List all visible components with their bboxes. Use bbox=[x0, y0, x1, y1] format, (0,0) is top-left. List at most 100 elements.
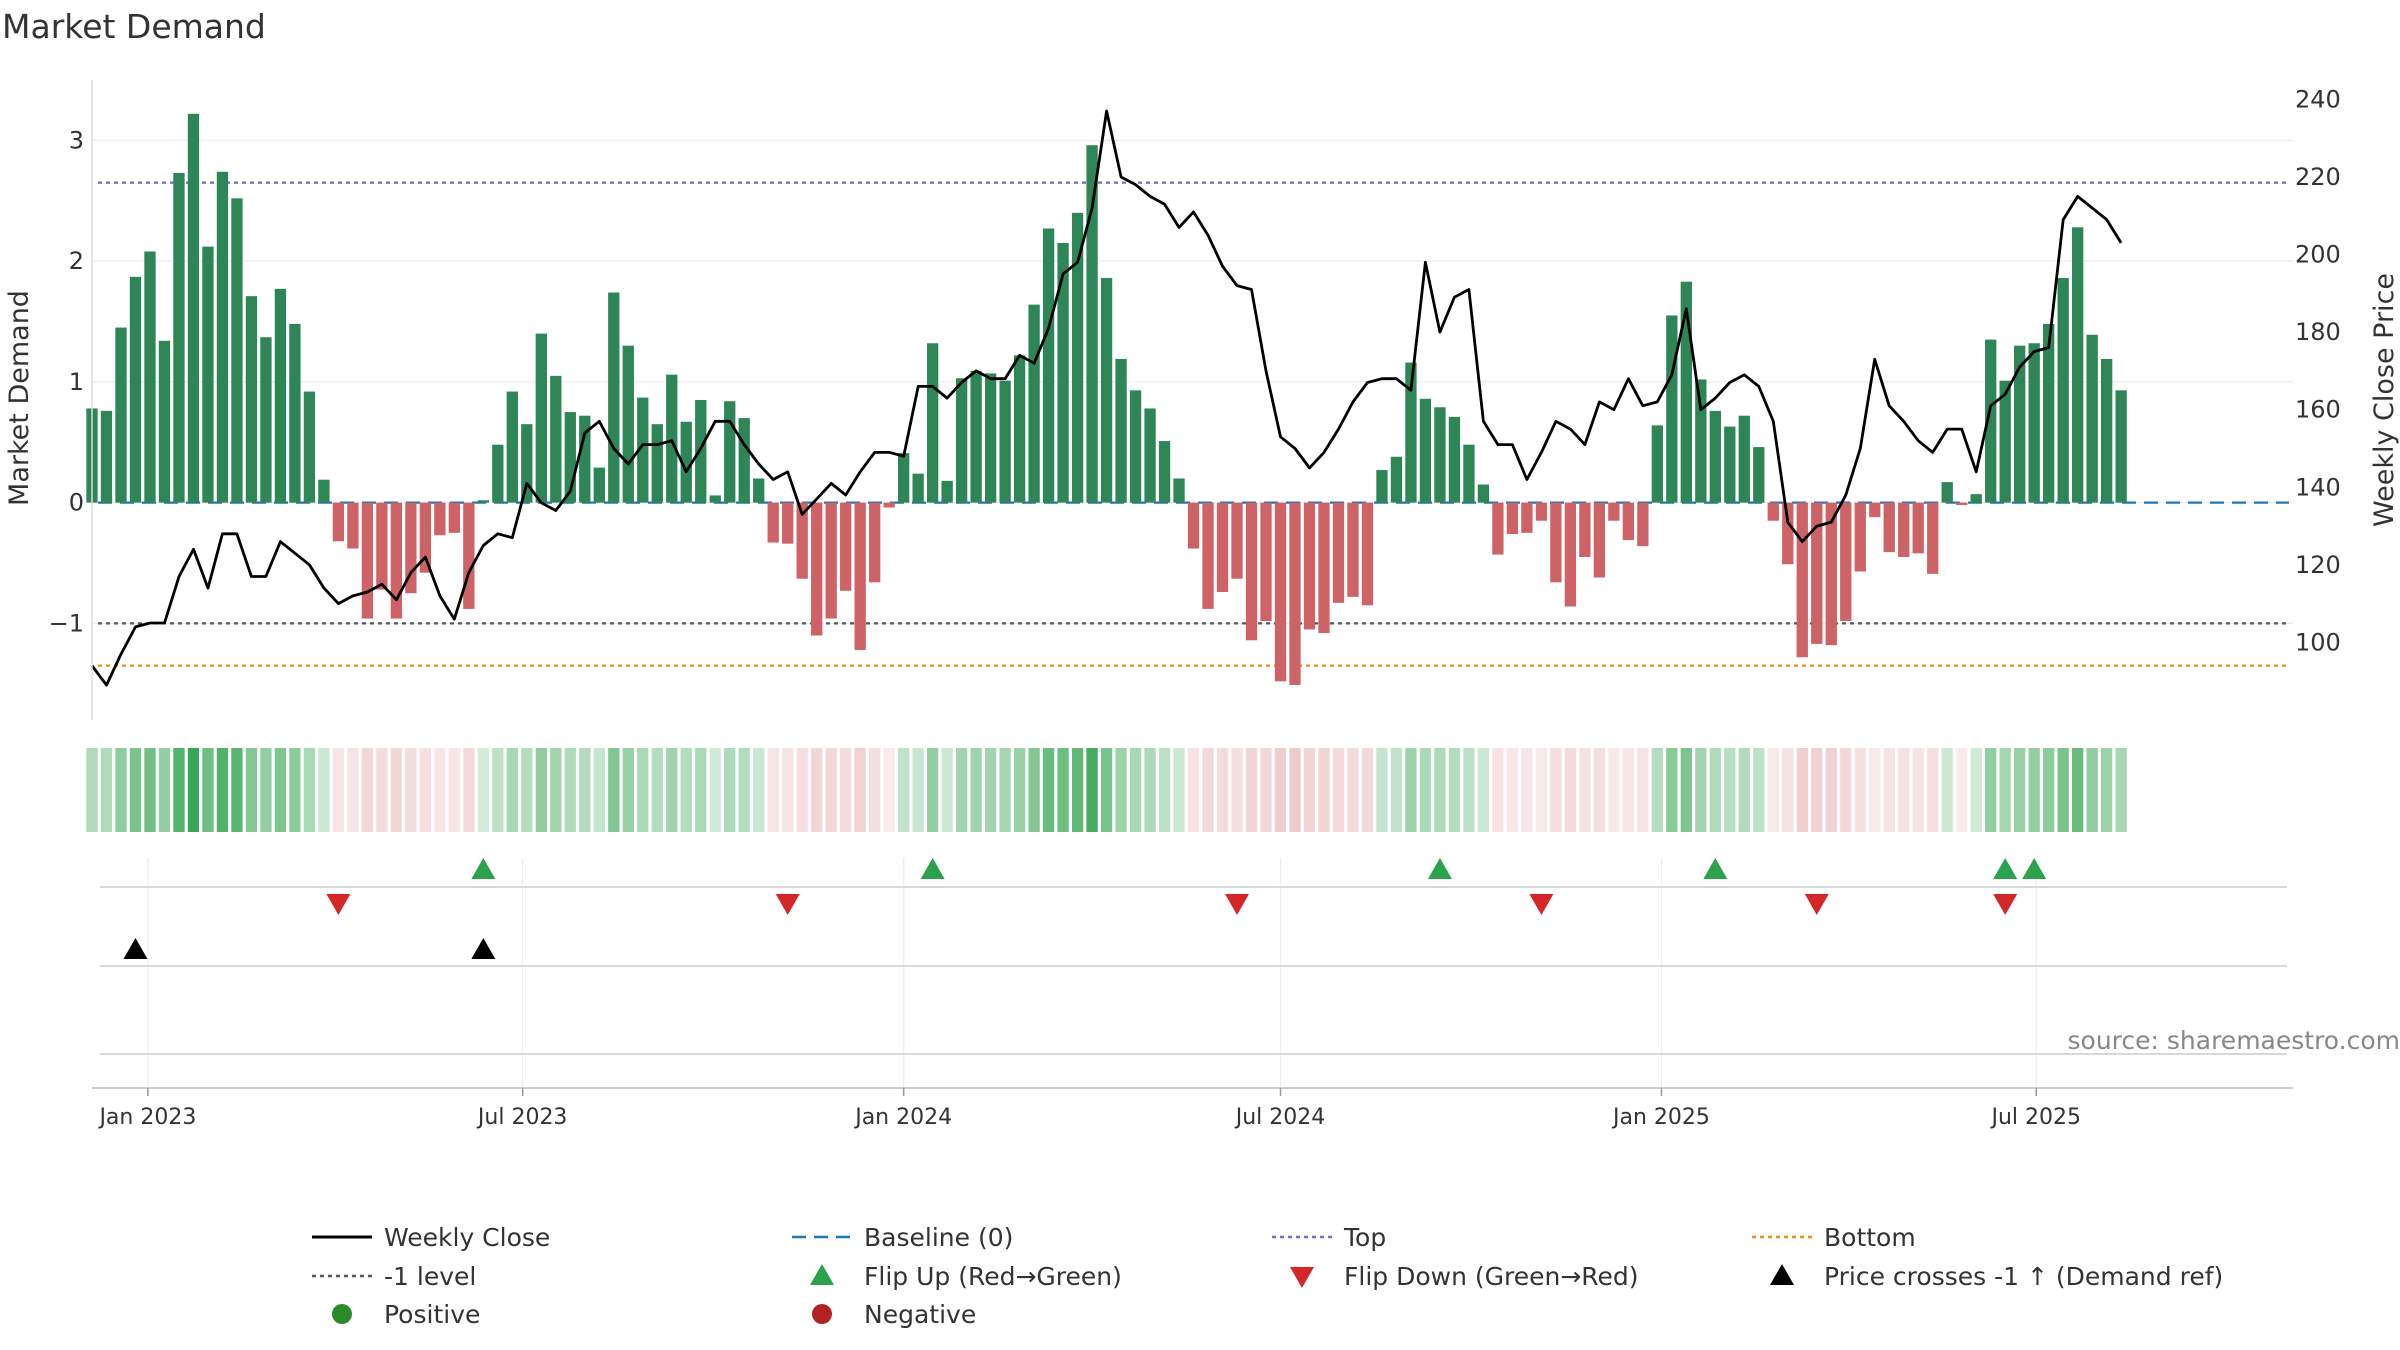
heat-cell bbox=[187, 748, 200, 832]
positive-bar bbox=[1999, 380, 2011, 503]
positive-bar bbox=[1013, 355, 1026, 503]
negative-bar bbox=[1898, 502, 1910, 557]
positive-bar bbox=[1390, 456, 1403, 503]
heat-cell bbox=[86, 748, 98, 832]
positive-bar bbox=[173, 172, 185, 503]
legend-label: Price crosses -1 ↑ (Demand ref) bbox=[1824, 1262, 2223, 1291]
x-tick-label: Jul 2023 bbox=[476, 1105, 568, 1130]
y-tick-label: 3 bbox=[69, 126, 84, 154]
heat-cell bbox=[1202, 748, 1214, 832]
heat-cell bbox=[1144, 748, 1156, 832]
y2-tick-label: 240 bbox=[2295, 85, 2341, 113]
positive-bar bbox=[1129, 390, 1142, 503]
negative-bar bbox=[448, 502, 460, 533]
negative-bar bbox=[1825, 502, 1837, 646]
flip-down-marker bbox=[1993, 894, 2018, 915]
positive-bar bbox=[1985, 339, 1997, 503]
negative-bar bbox=[361, 502, 374, 619]
negative-bar bbox=[1303, 502, 1316, 630]
positive-bar bbox=[1666, 315, 1678, 503]
legend-item: Flip Up (Red→Green) bbox=[810, 1262, 1122, 1291]
negative-bar bbox=[1550, 502, 1562, 583]
heat-cell bbox=[825, 748, 837, 832]
y2-tick-label: 180 bbox=[2295, 318, 2341, 346]
positive-bar bbox=[2028, 343, 2040, 503]
heat-cell bbox=[1738, 748, 1750, 832]
negative-bar bbox=[1260, 502, 1272, 621]
heat-cell bbox=[1158, 748, 1171, 832]
heat-cell bbox=[608, 748, 620, 832]
heat-cell bbox=[1347, 748, 1359, 832]
heat-cell bbox=[390, 748, 403, 832]
heat-cell bbox=[2043, 748, 2055, 832]
heat-cell bbox=[1709, 748, 1721, 832]
positive-bar bbox=[1419, 398, 1432, 503]
heat-cell bbox=[318, 748, 330, 832]
heat-cell bbox=[564, 748, 576, 832]
heat-cell bbox=[593, 748, 605, 832]
x-tick-label: Jul 2024 bbox=[1234, 1105, 1326, 1130]
positive-bar bbox=[1448, 416, 1461, 503]
negative-bar bbox=[1840, 502, 1852, 621]
positive-bar bbox=[564, 412, 576, 503]
heat-cell bbox=[2086, 748, 2098, 832]
source-label: source: sharemaestro.com bbox=[2068, 1026, 2400, 1055]
positive-bar bbox=[521, 424, 533, 503]
heat-cell bbox=[1999, 748, 2011, 832]
negative-bar bbox=[1318, 502, 1330, 634]
positive-bar bbox=[202, 246, 214, 503]
heat-cell bbox=[448, 748, 460, 832]
positive-bar bbox=[245, 296, 258, 503]
positive-bar bbox=[1144, 408, 1156, 503]
heat-cell bbox=[361, 748, 374, 832]
flip-down-marker bbox=[1225, 894, 1250, 915]
heat-cell bbox=[622, 748, 634, 832]
heat-cell bbox=[521, 748, 533, 832]
positive-bar bbox=[2086, 334, 2098, 503]
heat-cell bbox=[970, 748, 982, 832]
legend-item: Baseline (0) bbox=[792, 1223, 1013, 1252]
positive-bar bbox=[1376, 470, 1388, 503]
positive-bar bbox=[651, 424, 663, 503]
heat-cell bbox=[2100, 748, 2113, 832]
heat-cell bbox=[1419, 748, 1432, 832]
positive-bar bbox=[100, 410, 113, 503]
y-tick-label: 1 bbox=[69, 368, 84, 396]
legend-label: Top bbox=[1343, 1223, 1386, 1252]
negative-bar bbox=[1811, 502, 1823, 644]
heat-cell bbox=[579, 748, 591, 832]
y-axis-label: Market Demand bbox=[4, 290, 35, 506]
heat-cell bbox=[840, 748, 852, 832]
heat-cell bbox=[216, 748, 229, 832]
legend-label: Bottom bbox=[1824, 1223, 1916, 1252]
legend-item: Bottom bbox=[1752, 1223, 1916, 1252]
heat-cell bbox=[1767, 748, 1779, 832]
heat-cell bbox=[1927, 748, 1939, 832]
heat-cell bbox=[2115, 748, 2127, 832]
positive-bar bbox=[1738, 415, 1750, 503]
heat-cell bbox=[984, 748, 997, 832]
heat-cell bbox=[1666, 748, 1678, 832]
heat-cell bbox=[898, 748, 910, 832]
heat-cell bbox=[1608, 748, 1620, 832]
heat-cell bbox=[463, 748, 475, 832]
flip-up-marker bbox=[2022, 858, 2047, 879]
heat-cell bbox=[1042, 748, 1055, 832]
heat-cell bbox=[1811, 748, 1823, 832]
negative-bar bbox=[869, 502, 881, 583]
negative-bar bbox=[1608, 502, 1620, 521]
heat-cell bbox=[1463, 748, 1475, 832]
negative-bar bbox=[1216, 502, 1229, 592]
positive-bar bbox=[1434, 407, 1446, 503]
heat-cell bbox=[1854, 748, 1866, 832]
heat-cell bbox=[1956, 748, 1968, 832]
heat-cell bbox=[1941, 748, 1953, 832]
heat-cell bbox=[1593, 748, 1606, 832]
positive-bar bbox=[984, 373, 997, 503]
negative-bar bbox=[347, 502, 359, 549]
legend-label: Negative bbox=[864, 1300, 976, 1329]
y2-tick-label: 100 bbox=[2295, 628, 2341, 656]
positive-bar bbox=[738, 418, 750, 503]
positive-bar bbox=[1173, 478, 1185, 503]
positive-bar bbox=[2057, 278, 2069, 503]
